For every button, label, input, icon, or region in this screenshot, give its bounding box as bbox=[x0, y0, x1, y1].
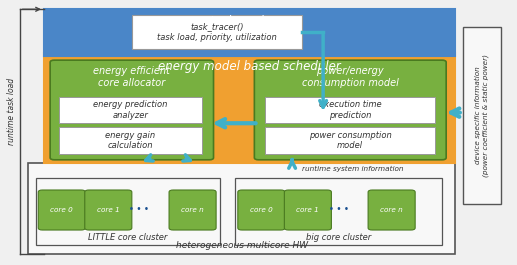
Text: runtime task load: runtime task load bbox=[7, 78, 17, 145]
FancyBboxPatch shape bbox=[238, 190, 285, 230]
Bar bbox=[463, 26, 501, 204]
Bar bbox=[59, 127, 202, 154]
Text: heterogeneous multicore HW: heterogeneous multicore HW bbox=[176, 241, 308, 250]
Text: task analyser: task analyser bbox=[210, 15, 289, 28]
Bar bbox=[265, 97, 435, 123]
Text: power consumption
model: power consumption model bbox=[309, 131, 391, 150]
Text: energy prediction
analyzer: energy prediction analyzer bbox=[94, 100, 168, 120]
Text: LITTLE core cluster: LITTLE core cluster bbox=[88, 233, 168, 242]
Text: core n: core n bbox=[181, 207, 204, 213]
FancyBboxPatch shape bbox=[169, 190, 216, 230]
Text: core 1: core 1 bbox=[97, 207, 120, 213]
FancyBboxPatch shape bbox=[50, 60, 214, 160]
Text: core 1: core 1 bbox=[296, 207, 320, 213]
Bar bbox=[36, 178, 220, 245]
Text: energy gain
calculation: energy gain calculation bbox=[105, 131, 156, 150]
Bar bbox=[59, 97, 202, 123]
Text: • • •: • • • bbox=[329, 205, 348, 214]
Text: power/energy
consumption model: power/energy consumption model bbox=[302, 66, 399, 88]
FancyBboxPatch shape bbox=[284, 190, 331, 230]
Text: device specific information
(power coefficient & static power): device specific information (power coeff… bbox=[475, 54, 489, 177]
Text: core 0: core 0 bbox=[250, 207, 273, 213]
Bar bbox=[28, 163, 455, 254]
Text: runtime system information: runtime system information bbox=[302, 166, 404, 172]
Text: execution time
prediction: execution time prediction bbox=[318, 100, 382, 120]
FancyBboxPatch shape bbox=[85, 190, 132, 230]
Text: big core cluster: big core cluster bbox=[306, 233, 371, 242]
Text: core n: core n bbox=[380, 207, 403, 213]
Text: energy model based scheduler: energy model based scheduler bbox=[158, 60, 341, 73]
Text: task_tracer()
task load, priority, utilization: task_tracer() task load, priority, utili… bbox=[157, 22, 277, 42]
Text: • • •: • • • bbox=[129, 205, 148, 214]
FancyBboxPatch shape bbox=[38, 190, 85, 230]
FancyBboxPatch shape bbox=[254, 60, 446, 160]
Text: core 0: core 0 bbox=[50, 207, 73, 213]
Text: energy efficient
core allocator: energy efficient core allocator bbox=[94, 66, 170, 88]
Bar bbox=[132, 15, 302, 49]
Bar bbox=[44, 53, 455, 163]
Bar bbox=[265, 127, 435, 154]
FancyBboxPatch shape bbox=[368, 190, 415, 230]
Bar bbox=[44, 9, 455, 56]
Bar bbox=[235, 178, 442, 245]
